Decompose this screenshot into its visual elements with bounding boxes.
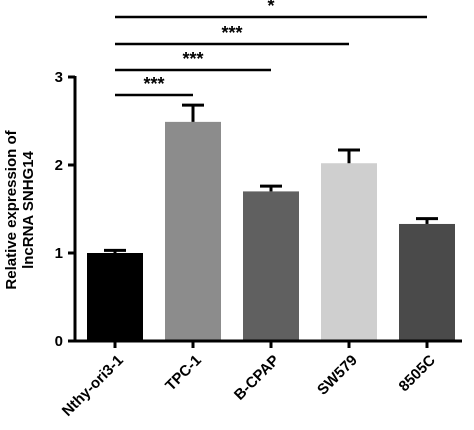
bar-0 [87,253,143,341]
y-axis-title-line-1: Relative expression of [3,129,20,289]
y-tick-label-1: 1 [55,245,63,262]
error-bars-group [104,103,438,253]
y-tick-label-3: 3 [55,69,63,86]
significance-group: ********** [115,0,427,97]
x-tick-label-2: B-CPAP [231,352,283,404]
x-tick-label-0: Nthy-ori3-1 [59,352,127,420]
significance-label-3: * [267,0,274,16]
x-tick-label-4: 8505C [396,352,439,395]
bar-1 [165,121,221,341]
bar-4 [399,223,455,341]
bar-3 [321,163,377,341]
x-tick-label-1: TPC-1 [162,352,205,395]
significance-label-0: *** [143,74,164,94]
bar-2 [243,191,299,341]
x-tick-label-3: SW579 [314,352,361,399]
bars-group [87,121,455,341]
y-tick-label-0: 0 [55,333,63,350]
significance-label-1: *** [182,49,203,69]
significance-label-2: *** [221,23,242,43]
y-tick-label-2: 2 [55,157,63,174]
y-axis-title: Relative expression of lncRNA SNHG14 [3,129,37,289]
y-axis-title-line-2: lncRNA SNHG14 [20,150,37,268]
